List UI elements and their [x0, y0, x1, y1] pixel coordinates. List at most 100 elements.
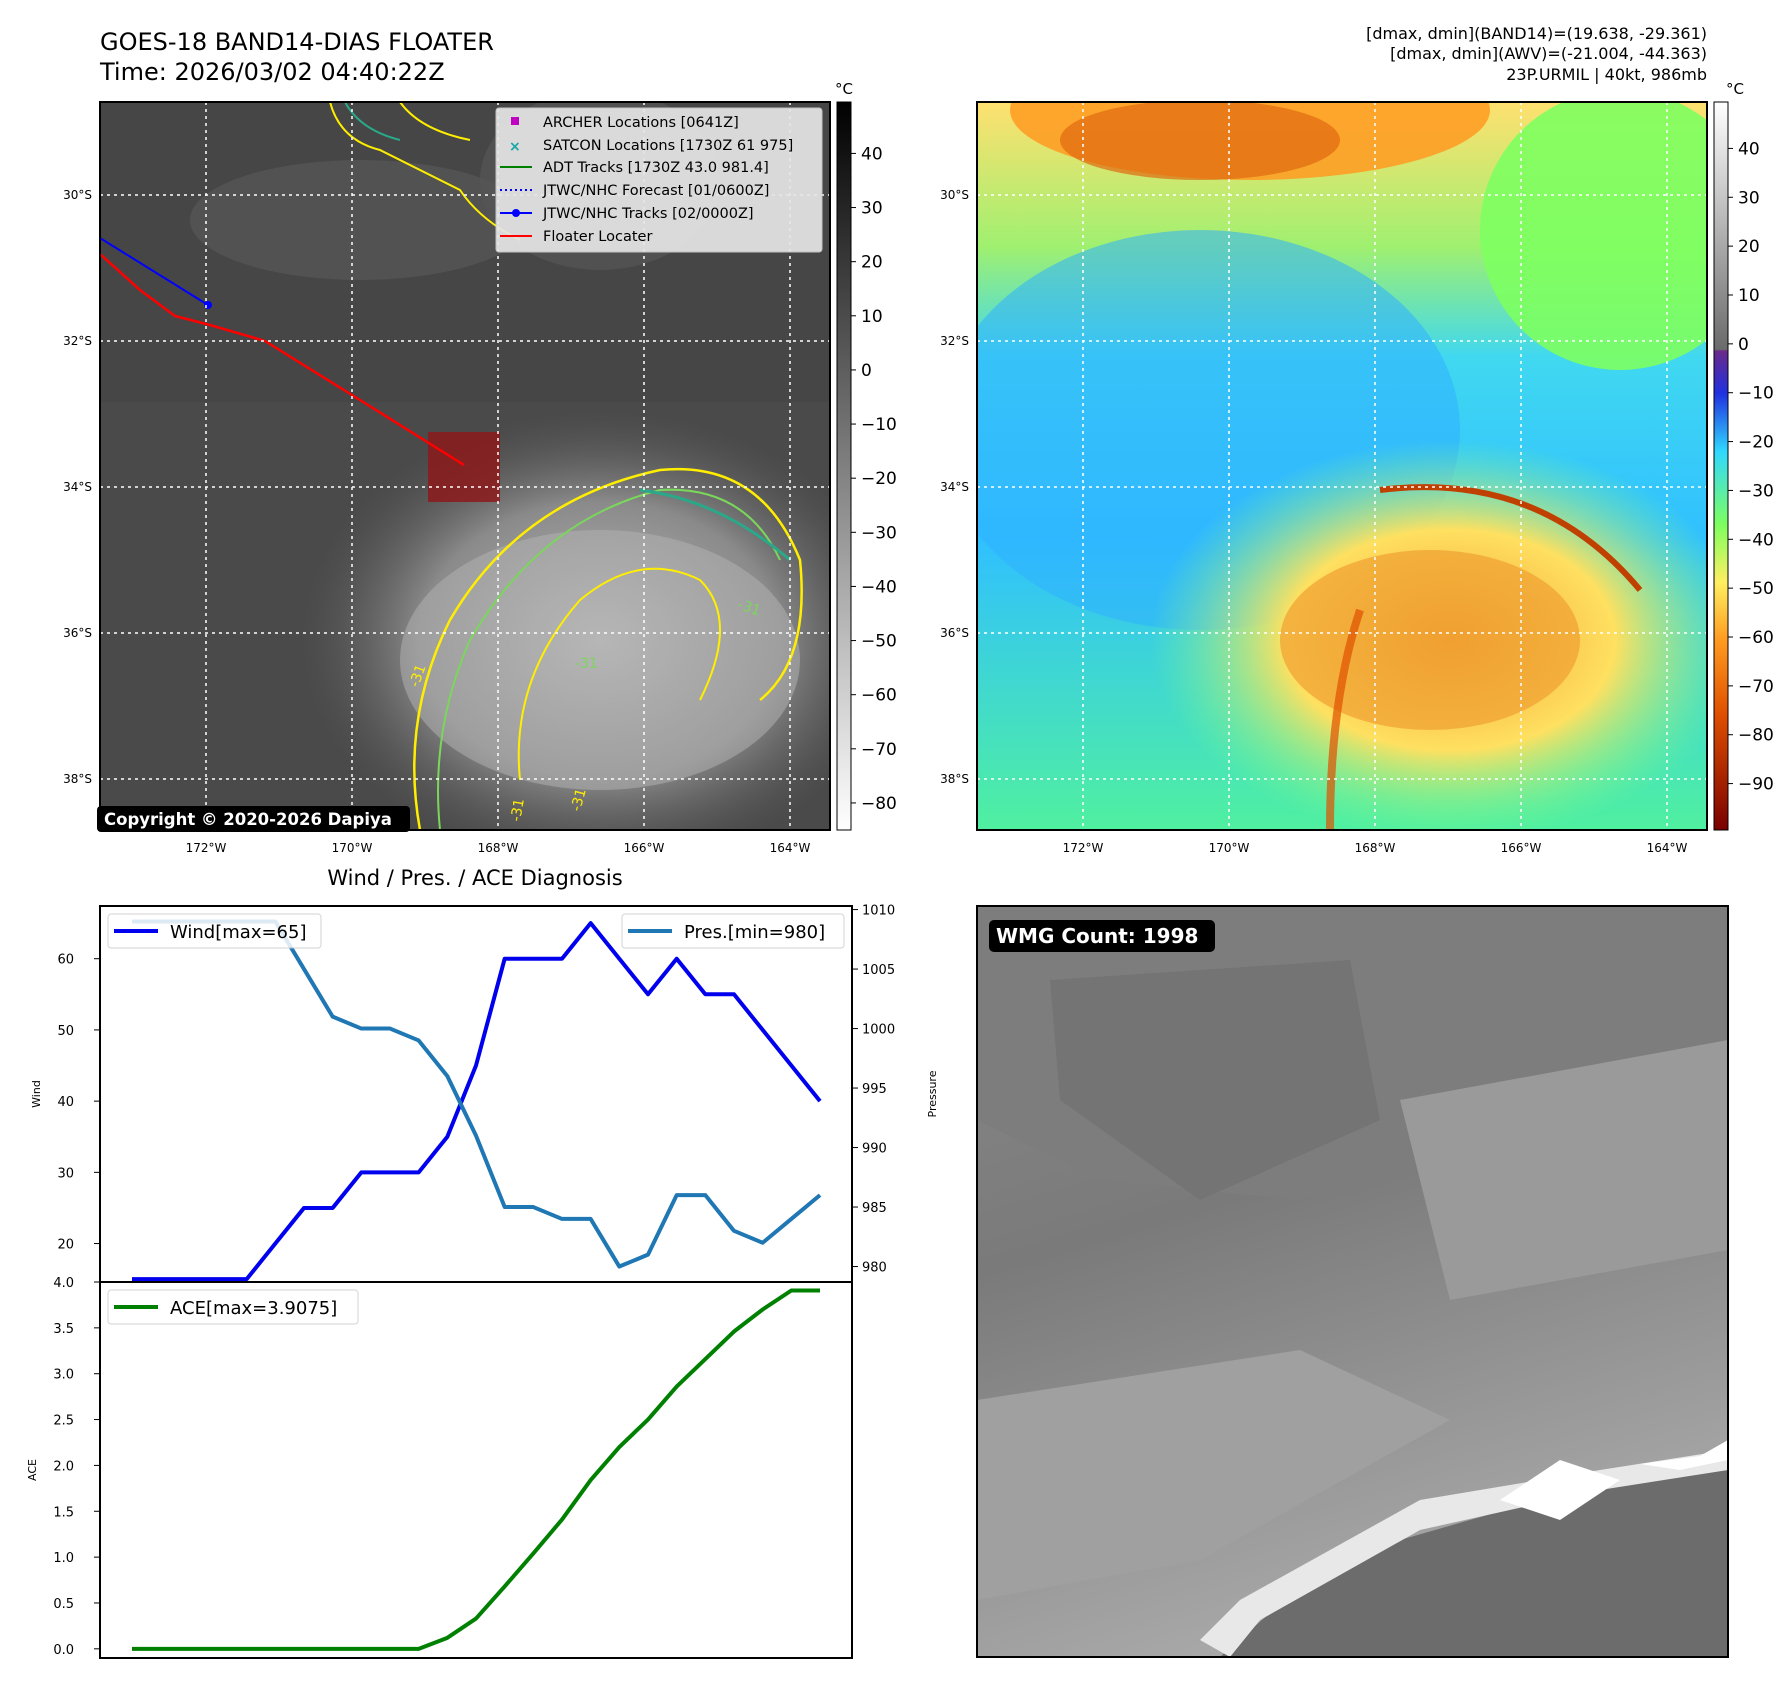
contour-label-4: -31 — [508, 797, 528, 822]
left-colorbar: °C 40 30 20 10 0 −10 −20 −30 −40 −50 −60 −70 −80 — [835, 80, 897, 831]
pressure-tick-label-5: 1005 — [862, 963, 895, 978]
wind-tick-label-1: 30 — [57, 1166, 74, 1181]
pressure-legend-label: Pres.[min=980] — [684, 922, 825, 943]
left-lat-2: 32°S — [63, 334, 92, 348]
right-awv-map — [976, 101, 1708, 831]
left-cb-label-9: −50 — [861, 632, 897, 652]
right-cb-label-4: 0 — [1738, 335, 1749, 355]
right-cb-label-11: −70 — [1738, 677, 1774, 697]
ace-tick-label-7: 3.5 — [53, 1322, 74, 1337]
pressure-tick-label-1: 985 — [862, 1201, 887, 1216]
left-cb-label-8: −40 — [861, 577, 897, 597]
right-lat-5: 38°S — [940, 772, 969, 786]
floater-box — [428, 432, 500, 502]
pressure-ylabel: Pressure — [926, 1070, 939, 1117]
right-cb-label-1: 30 — [1738, 188, 1760, 208]
left-axis-labels: 172°W 170°W 168°W 166°W 164°W 30°S 32°S … — [63, 188, 810, 855]
right-lon-1: 172°W — [1063, 841, 1104, 855]
wind-tick-label-4: 60 — [57, 953, 74, 968]
ace-ylabel: ACE — [26, 1459, 39, 1481]
contour-label-2: -31 — [575, 656, 598, 672]
contour-label-3: -31 — [736, 597, 763, 620]
left-colorbar-unit: °C — [835, 80, 853, 98]
contour-yellow-inner — [517, 567, 721, 781]
left-cb-label-1: 30 — [861, 199, 883, 219]
contour-yellow-outer — [413, 467, 803, 830]
pressure-legend: Pres.[min=980] — [621, 913, 845, 949]
legend-floater-label: Floater Locater — [543, 229, 652, 245]
right-axis-labels: 172°W 170°W 168°W 166°W 164°W 30°S 32°S … — [940, 188, 1687, 855]
left-cb-label-11: −70 — [861, 740, 897, 760]
copyright-badge — [97, 806, 410, 832]
contour-teal-band — [639, 488, 791, 562]
diagnosis-title: Wind / Pres. / ACE Diagnosis — [327, 866, 622, 890]
jtwc-track — [100, 237, 209, 306]
ace-tick-label-0: 0.0 — [53, 1643, 74, 1658]
left-cb-label-6: −20 — [861, 469, 897, 489]
right-lon-4: 166°W — [1501, 841, 1542, 855]
pressure-y-axis: 980 985 990 995 1000 1005 1010 — [852, 904, 895, 1276]
right-cb-label-0: 40 — [1738, 139, 1760, 159]
right-lat-2: 32°S — [940, 334, 969, 348]
right-lon-5: 164°W — [1647, 841, 1688, 855]
right-cb-label-6: −20 — [1738, 433, 1774, 453]
left-cb-label-7: −30 — [861, 523, 897, 543]
right-colorbar-unit: °C — [1726, 80, 1744, 98]
wind-ylabel: Wind — [30, 1080, 43, 1108]
right-cb-label-13: −90 — [1738, 775, 1774, 795]
info-line2: [dmax, dmin](AWV)=(-21.004, -44.363) — [1390, 44, 1707, 63]
wmg-badge — [989, 920, 1215, 952]
ace-tick-label-2: 1.0 — [53, 1551, 74, 1566]
ace-legend-label: ACE[max=3.9075] — [170, 1298, 337, 1319]
right-colorbar: °C 40 30 20 10 0 −10 −20 −30 −40 −50 −60 −70 −80 −90 — [1713, 80, 1774, 831]
title-line1: GOES-18 BAND14-DIAS FLOATER — [100, 28, 494, 56]
legend-forecast-label: JTWC/NHC Forecast [01/0600Z] — [542, 183, 769, 199]
ace-legend: ACE[max=3.9075] — [107, 1289, 359, 1325]
left-cb-label-2: 20 — [861, 253, 883, 273]
left-cb-label-10: −60 — [861, 686, 897, 706]
right-cb-label-2: 20 — [1738, 237, 1760, 257]
legend-satcon-marker: × — [509, 139, 521, 155]
left-lat-5: 38°S — [63, 772, 92, 786]
floater-locater-track — [100, 253, 465, 467]
ace-tick-label-6: 3.0 — [53, 1368, 74, 1383]
left-lon-2: 170°W — [332, 841, 373, 855]
left-lat-4: 36°S — [63, 626, 92, 640]
wmg-panel: WMG Count: 1998 — [976, 905, 1729, 1658]
right-colorbar-ticks: 40 30 20 10 0 −10 −20 −30 −40 −50 −60 −70 −80 −90 — [1728, 139, 1774, 795]
legend-jtwc-label: JTWC/NHC Tracks [02/0000Z] — [542, 206, 754, 222]
ace-tick-label-8: 4.0 — [53, 1276, 74, 1291]
pressure-tick-label-4: 1000 — [862, 1023, 895, 1038]
contour-top — [329, 102, 521, 241]
jtwc-track-point — [204, 301, 212, 309]
ace-tick-label-3: 1.5 — [53, 1505, 74, 1520]
legend-archer-marker — [511, 117, 519, 125]
left-cb-label-3: 10 — [861, 307, 883, 327]
left-colorbar-ticks: 40 30 20 10 0 −10 −20 −30 −40 −50 −60 −70 −80 — [851, 144, 897, 814]
wind-series-line — [132, 921, 822, 1282]
left-cb-label-4: 0 — [861, 361, 872, 381]
legend-satcon-label: SATCON Locations [1730Z 61 975] — [543, 138, 793, 154]
right-cb-label-9: −50 — [1738, 579, 1774, 599]
title-line2: Time: 2026/03/02 04:40:22Z — [99, 58, 445, 86]
right-cb-label-3: 10 — [1738, 286, 1760, 306]
wind-tick-label-2: 40 — [57, 1095, 74, 1110]
pressure-tick-label-0: 980 — [862, 1261, 887, 1276]
ace-panel: 0.0 0.5 1.0 1.5 2.0 2.5 3.0 3.5 4.0 ACE ACE[max=… — [26, 1276, 853, 1659]
left-ir-map: -31 -31 -31 -31 -31 — [97, 101, 831, 832]
ace-y-axis: 0.0 0.5 1.0 1.5 2.0 2.5 3.0 3.5 4.0 — [53, 1276, 100, 1658]
contour-label-1: -31 — [407, 662, 430, 689]
wind-pressure-panel: 20 30 40 50 60 980 985 990 995 1000 1005 1010 Wind… — [30, 904, 939, 1283]
right-cb-label-5: −10 — [1738, 384, 1774, 404]
contour-label-5: -31 — [568, 787, 589, 813]
left-cb-label-5: −10 — [861, 415, 897, 435]
right-band-left — [1326, 608, 1364, 830]
left-cb-label-12: −80 — [861, 794, 897, 814]
ace-tick-label-1: 0.5 — [53, 1597, 74, 1612]
right-lat-1: 30°S — [940, 188, 969, 202]
left-cb-label-0: 40 — [861, 144, 883, 164]
wind-legend: Wind[max=65] — [107, 913, 322, 949]
wind-tick-label-3: 50 — [57, 1024, 74, 1039]
left-lat-1: 30°S — [63, 188, 92, 202]
